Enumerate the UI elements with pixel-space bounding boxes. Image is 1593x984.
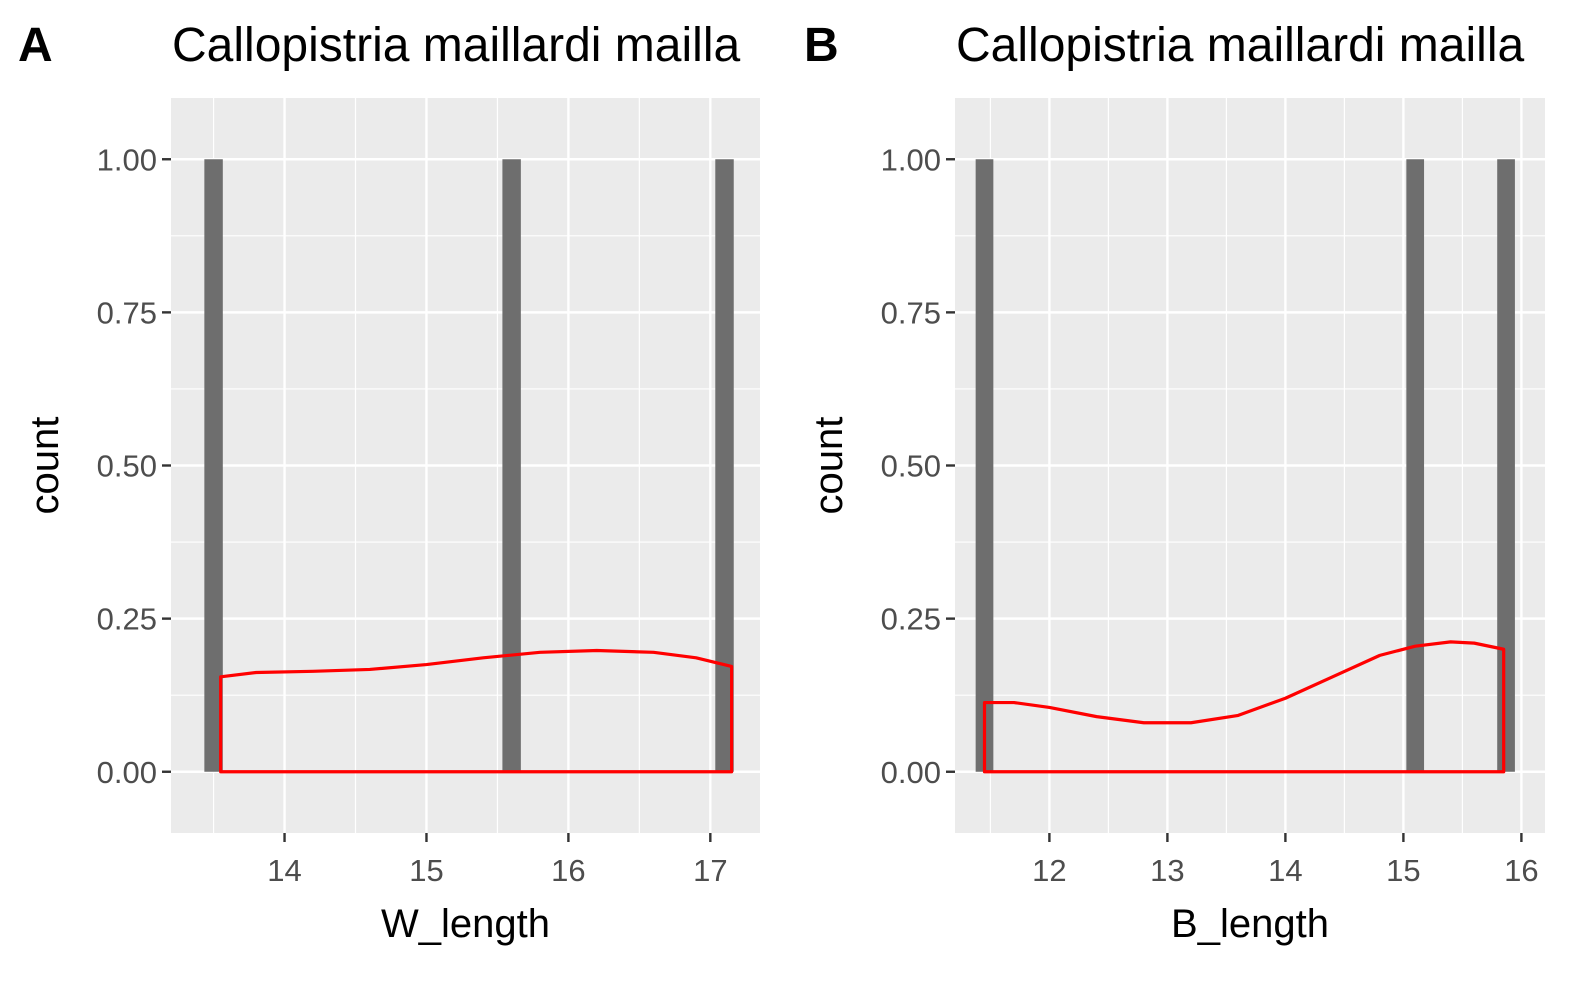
y-tick-label: 1.00	[881, 142, 941, 177]
x-tick-label: 16	[551, 853, 585, 888]
chart-panel-a: A Callopistria maillardi mailla 0.00 0.25…	[0, 0, 788, 984]
histogram-bar	[204, 159, 223, 772]
x-axis-label: W_length	[381, 902, 550, 946]
x-tick-label: 14	[267, 853, 301, 888]
histogram-bar	[715, 159, 734, 772]
histogram-bar	[502, 159, 521, 772]
histogram-bar	[1406, 159, 1425, 772]
panel-tag: B	[804, 19, 839, 72]
chart-title: Callopistria maillardi mailla	[172, 19, 741, 72]
y-tick-label: 1.00	[97, 142, 157, 177]
y-tick-label: 0.50	[97, 449, 157, 484]
y-tick-label: 0.00	[881, 755, 941, 790]
y-tick-label: 0.25	[881, 602, 941, 637]
x-axis-label: B_length	[1171, 902, 1329, 946]
histogram-plot-a: 0.00 0.25 0.50 0.75 1.00 14 15 16 17 W_length coun…	[23, 98, 760, 946]
x-tick-label: 17	[693, 853, 727, 888]
y-tick-label: 0.75	[881, 295, 941, 330]
chart-title: Callopistria maillardi mailla	[956, 19, 1525, 72]
y-tick-label: 0.50	[881, 449, 941, 484]
density-curve	[982, 640, 1506, 774]
y-axis-label: count	[23, 417, 67, 515]
x-tick-label: 15	[1386, 853, 1420, 888]
y-tick-label: 0.00	[97, 755, 157, 790]
histogram-bar	[1497, 159, 1515, 772]
panel-tag: A	[18, 19, 53, 72]
x-tick-label: 16	[1504, 853, 1538, 888]
density-curve	[219, 648, 734, 774]
y-tick-label: 0.25	[97, 602, 157, 637]
histogram-bar	[975, 159, 994, 772]
x-tick-label: 12	[1032, 853, 1066, 888]
histogram-plot-b: 0.00 0.25 0.50 0.75 1.00 12 13 14 15 16 B_length co…	[807, 98, 1545, 946]
y-tick-label: 0.75	[97, 295, 157, 330]
y-axis-label: count	[807, 417, 851, 515]
chart-panel-b: B Callopistria maillardi mailla 0.00 0.25…	[788, 0, 1593, 984]
x-tick-label: 15	[409, 853, 443, 888]
x-tick-label: 14	[1268, 853, 1302, 888]
x-tick-label: 13	[1150, 853, 1184, 888]
